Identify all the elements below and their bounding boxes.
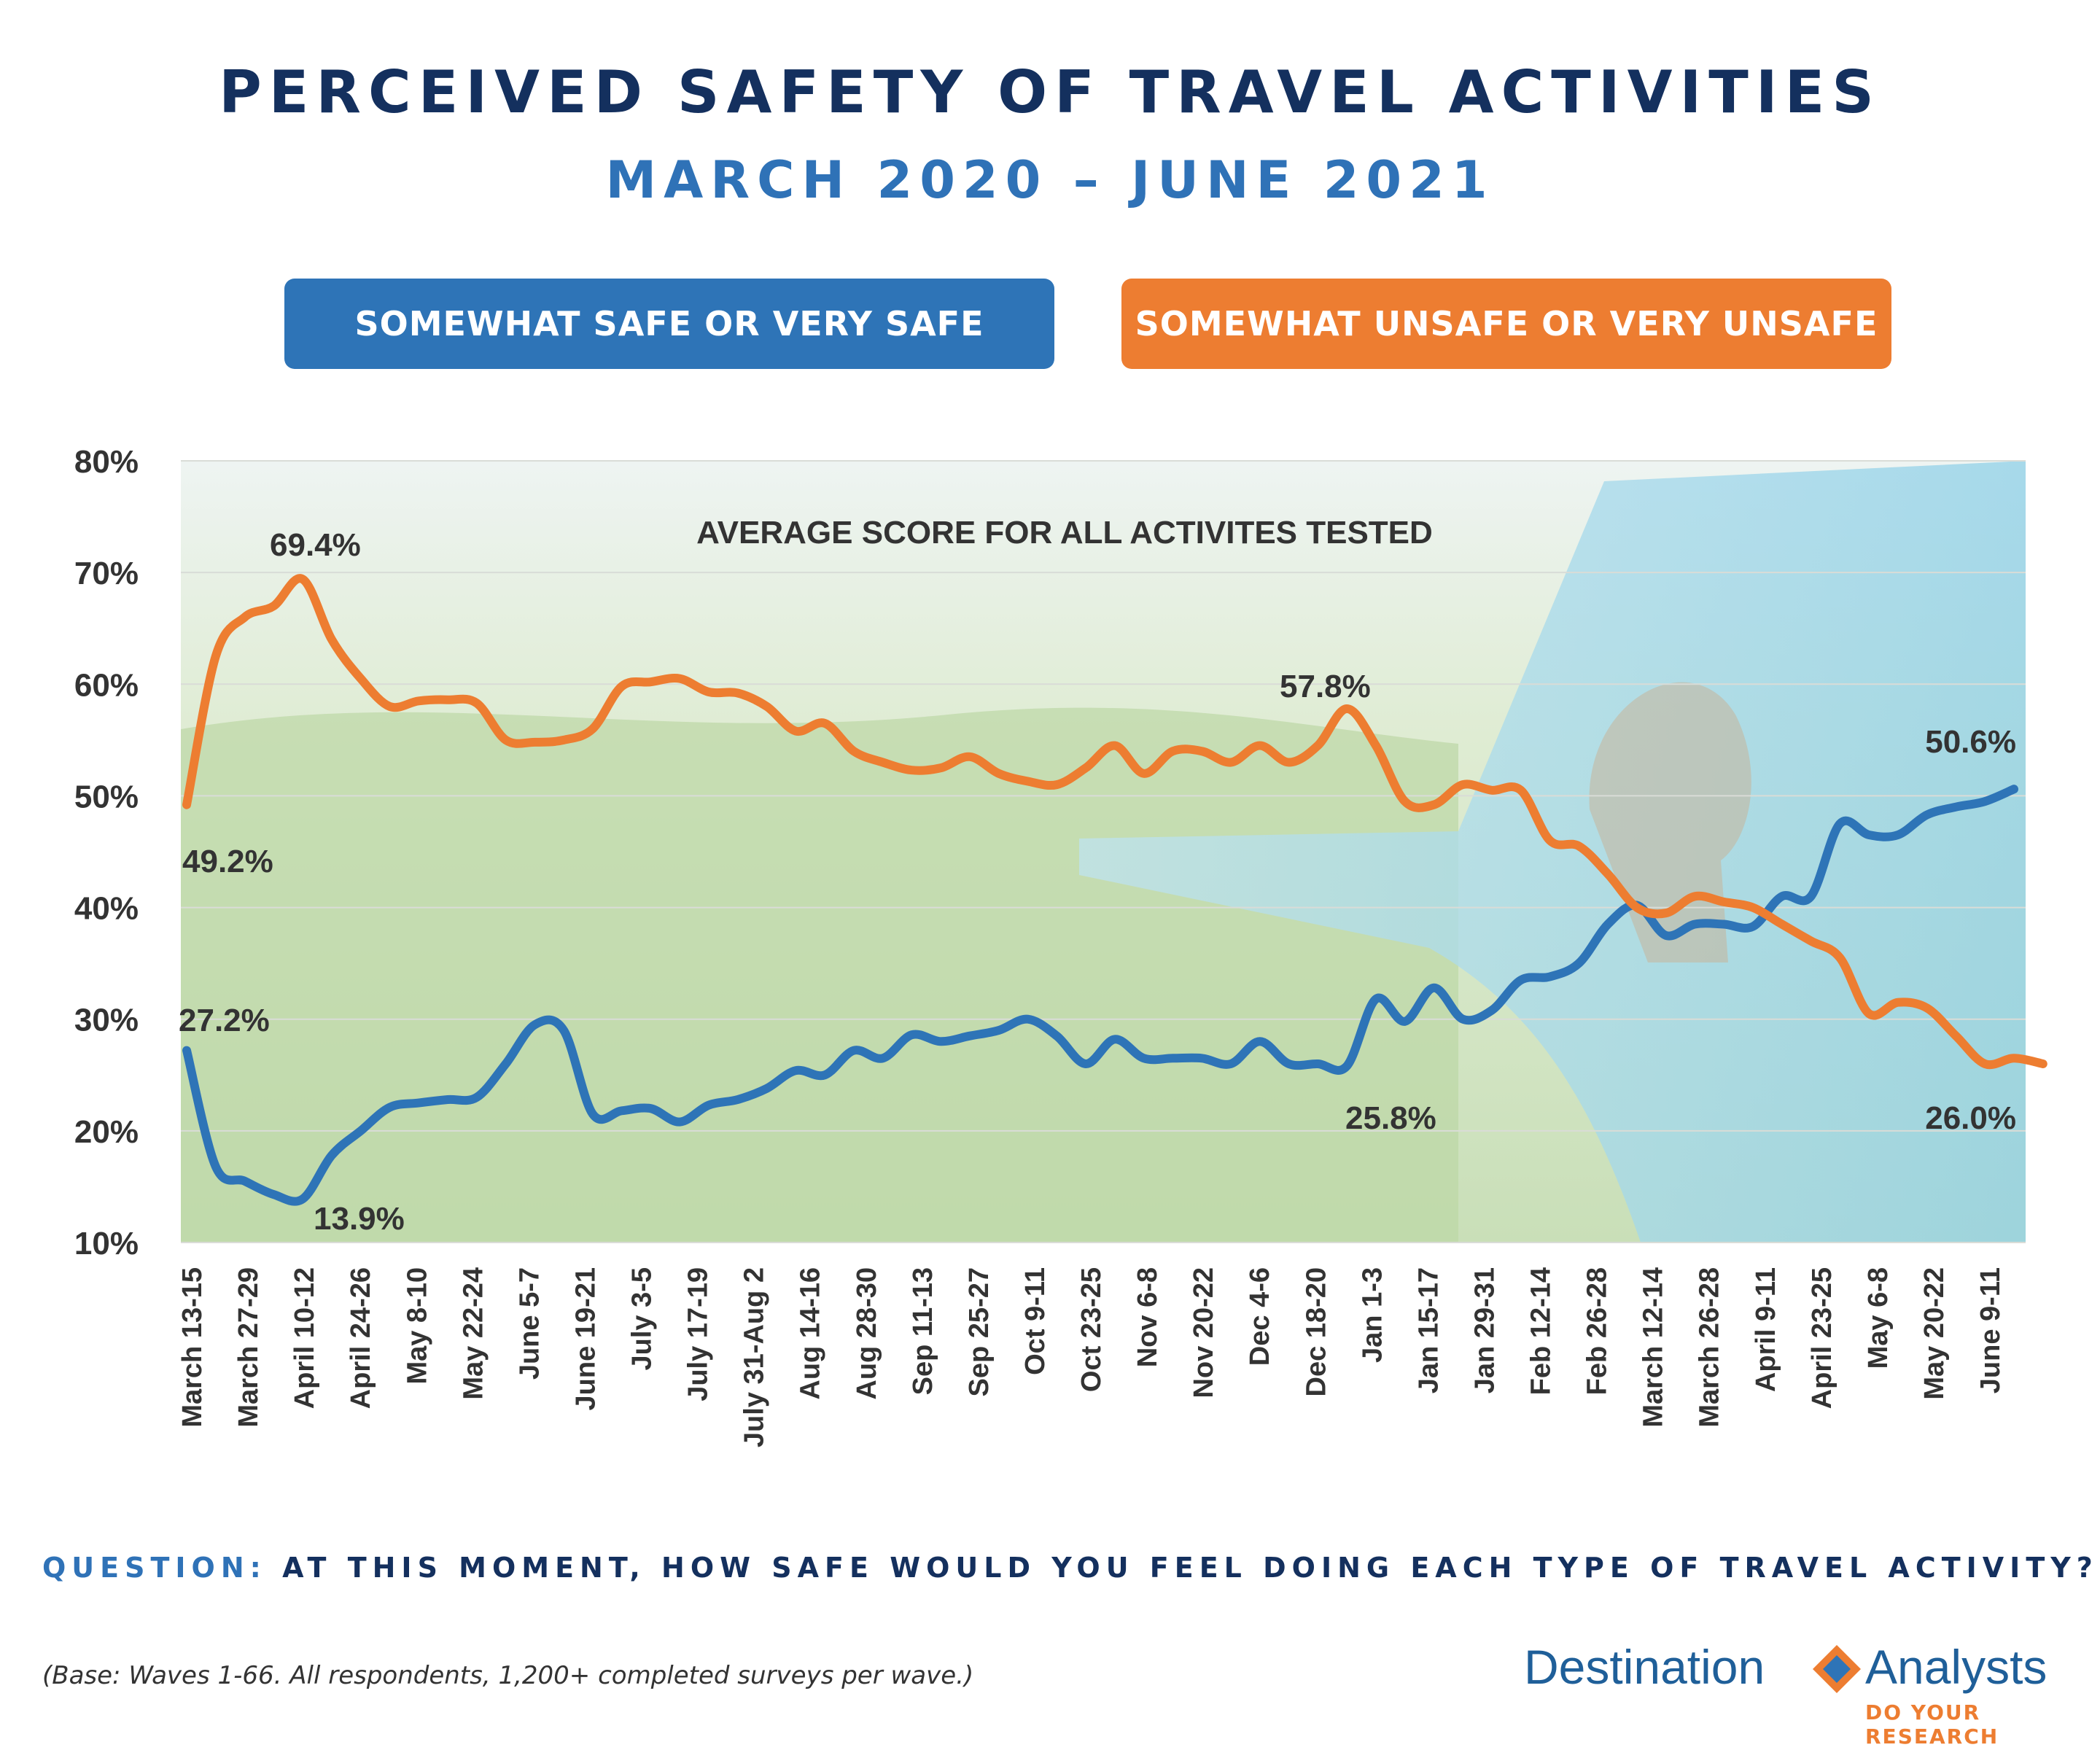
x-tick-label: Aug 14-16 <box>796 1267 826 1400</box>
background-train <box>1079 461 2026 1242</box>
y-tick-label: 30% <box>74 1003 139 1038</box>
data-label: 26.0% <box>1925 1100 2016 1136</box>
y-tick-label: 70% <box>74 556 139 591</box>
data-label: 69.4% <box>270 527 361 563</box>
data-label: 50.6% <box>1925 724 2016 760</box>
legend-safe: SOMEWHAT SAFE OR VERY SAFE <box>284 279 1054 369</box>
x-tick-label: Sep 25-27 <box>964 1267 995 1396</box>
legend-unsafe-label: SOMEWHAT UNSAFE OR VERY UNSAFE <box>1135 304 1878 343</box>
x-tick-label: July 17-19 <box>683 1267 714 1401</box>
x-tick-label: April 10-12 <box>289 1267 320 1409</box>
diamond-logo-icon <box>1813 1645 1861 1693</box>
x-tick-label: June 9-11 <box>1975 1267 2006 1393</box>
series-lines <box>182 574 2048 1206</box>
plot-background <box>181 461 2026 1242</box>
logo-tagline: DO YOUR RESEARCH <box>1865 1700 1999 1749</box>
x-tick-label: May 6-8 <box>1863 1267 1894 1369</box>
x-tick-label: Jan 29-31 <box>1469 1267 1500 1393</box>
x-axis: March 13-15 March 27-29 April 10-12 April 2… <box>177 1267 2006 1447</box>
x-tick-label: July 3-5 <box>627 1267 658 1371</box>
legend-safe-label: SOMEWHAT SAFE OR VERY SAFE <box>354 304 984 343</box>
x-tick-label: March 27-29 <box>233 1267 264 1428</box>
chart-subtitle: MARCH 2020 – JUNE 2021 <box>605 150 1495 210</box>
data-label: 25.8% <box>1345 1100 1436 1136</box>
base-note: (Base: Waves 1-66. All respondents, 1,20… <box>42 1661 974 1690</box>
question-text: AT THIS MOMENT, HOW SAFE WOULD YOU FEEL … <box>282 1552 2099 1584</box>
y-tick-label: 50% <box>74 779 139 814</box>
background-hills <box>181 707 1458 1242</box>
x-tick-label: Aug 28-30 <box>852 1267 882 1400</box>
y-tick-label: 20% <box>74 1114 139 1150</box>
x-tick-label: June 5-7 <box>514 1267 545 1380</box>
x-tick-label: Oct 9-11 <box>1020 1267 1051 1375</box>
destination-analysts-logo: Destination Analysts DO YOUR RESEARCH <box>1524 1633 2078 1749</box>
background-traveler <box>1589 682 1751 962</box>
x-tick-label: Sep 11-13 <box>908 1267 938 1395</box>
x-tick-label: Dec 18-20 <box>1301 1267 1331 1396</box>
data-label: 49.2% <box>182 844 273 879</box>
data-label: 13.9% <box>314 1201 405 1237</box>
x-tick-label: March 12-14 <box>1638 1267 1669 1428</box>
x-tick-label: April 23-25 <box>1807 1267 1838 1409</box>
x-tick-label: May 22-24 <box>458 1267 489 1400</box>
survey-question: QUESTION: AT THIS MOMENT, HOW SAFE WOULD… <box>42 1552 2099 1584</box>
x-tick-label: July 31-Aug 2 <box>739 1267 770 1447</box>
x-tick-label: June 19-21 <box>570 1267 601 1410</box>
x-tick-label: April 24-26 <box>346 1267 376 1409</box>
x-tick-label: March 13-15 <box>177 1267 208 1428</box>
y-tick-label: 10% <box>74 1226 139 1261</box>
x-tick-label: Feb 26-28 <box>1582 1267 1613 1395</box>
x-tick-label: May 20-22 <box>1919 1267 1950 1400</box>
legend-unsafe: SOMEWHAT UNSAFE OR VERY UNSAFE <box>1121 279 1891 369</box>
x-tick-label: Jan 15-17 <box>1413 1267 1444 1393</box>
logo-word-right: Analysts <box>1865 1640 2048 1694</box>
y-tick-label: 60% <box>74 667 139 703</box>
data-label: 57.8% <box>1280 669 1371 704</box>
x-tick-label: Feb 12-14 <box>1526 1267 1557 1395</box>
y-tick-label: 40% <box>74 891 139 927</box>
x-tick-label: March 26-28 <box>1695 1267 1725 1428</box>
x-tick-label: Oct 23-25 <box>1076 1267 1107 1392</box>
chart-inset-title: AVERAGE SCORE FOR ALL ACTIVITES TESTED <box>696 515 1433 551</box>
y-tick-label: 80% <box>74 444 139 480</box>
logo-word-left: Destination <box>1524 1640 1765 1694</box>
x-tick-label: May 8-10 <box>402 1267 432 1385</box>
y-axis: 10% 20% 30% 40% 50% 60% 70% 80% <box>74 444 139 1261</box>
data-label: 27.2% <box>179 1003 270 1038</box>
grid-lines <box>181 460 2026 1243</box>
data-labels: 69.4% 49.2% 27.2% 13.9% 57.8% 25.8% 50.6% 26.0% <box>179 527 2016 1237</box>
x-tick-label: Nov 6-8 <box>1132 1267 1163 1367</box>
series-line-safe <box>182 785 2018 1206</box>
line-chart: 10%20%30%40%50%60%70%80% March 13-15 Marc… <box>74 444 2048 1447</box>
x-tick-label: Jan 1-3 <box>1357 1267 1388 1363</box>
x-tick-label: April 9-11 <box>1751 1267 1781 1392</box>
chart-title: PERCEIVED SAFETY OF TRAVEL ACTIVITIES <box>219 58 1881 126</box>
x-tick-label: Dec 4-6 <box>1245 1267 1275 1366</box>
question-label: QUESTION: <box>42 1552 267 1584</box>
series-line-unsafe <box>182 574 2048 1070</box>
x-tick-label: Nov 20-22 <box>1189 1267 1219 1399</box>
